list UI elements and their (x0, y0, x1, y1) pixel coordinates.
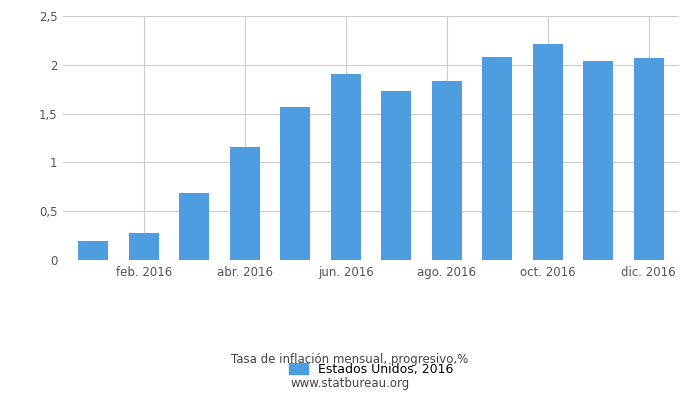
Bar (280, 107, 310, 260)
Bar (78, 242, 108, 260)
Bar (533, 44, 563, 260)
Bar (129, 233, 159, 260)
Bar (381, 91, 412, 260)
Text: www.statbureau.org: www.statbureau.org (290, 378, 410, 390)
Bar (230, 147, 260, 260)
Bar (330, 74, 361, 260)
Bar (432, 81, 462, 260)
Text: Tasa de inflación mensual, progresivo,%: Tasa de inflación mensual, progresivo,% (232, 354, 468, 366)
Bar (583, 61, 613, 260)
Bar (482, 57, 512, 260)
Bar (179, 193, 209, 260)
Legend: Estados Unidos, 2016: Estados Unidos, 2016 (284, 358, 458, 381)
Bar (634, 58, 664, 260)
